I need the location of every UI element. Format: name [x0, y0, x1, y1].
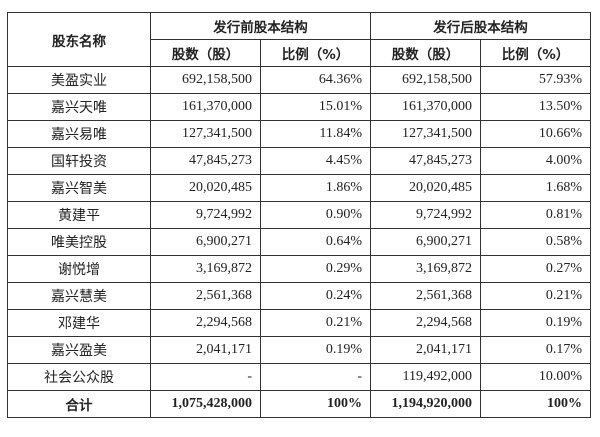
after-shares: 2,294,568: [370, 309, 481, 337]
shareholder-name: 美盈实业: [7, 66, 151, 94]
shareholder-name: 谢悦增: [7, 255, 151, 283]
before-shares: 127,341,500: [150, 120, 261, 148]
after-shares: 692,158,500: [370, 66, 481, 94]
after-shares: 47,845,273: [370, 147, 481, 175]
after-shares: 2,561,368: [370, 282, 481, 310]
after-ratio: 0.17%: [480, 336, 591, 364]
table-row: 谢悦增 3,169,872 0.29% 3,169,872 0.27%: [7, 255, 591, 283]
after-shares: 3,169,872: [370, 255, 481, 283]
after-ratio: 4.00%: [480, 147, 591, 175]
shareholder-name: 嘉兴易唯: [7, 120, 151, 148]
shareholder-name: 社会公众股: [7, 363, 151, 391]
table-row: 邓建华 2,294,568 0.21% 2,294,568 0.19%: [7, 309, 591, 337]
before-shares: 2,561,368: [150, 282, 261, 310]
before-shares: 2,294,568: [150, 309, 261, 337]
before-shares: 20,020,485: [150, 174, 261, 202]
header-shareholder: 股东名称: [7, 12, 151, 67]
after-ratio: 0.58%: [480, 228, 591, 256]
after-shares: 6,900,271: [370, 228, 481, 256]
after-ratio: 0.27%: [480, 255, 591, 283]
before-ratio: 0.19%: [260, 336, 371, 364]
table-row: 嘉兴天唯 161,370,000 15.01% 161,370,000 13.50%: [7, 93, 591, 121]
before-ratio: 4.45%: [260, 147, 371, 175]
header-after-shares: 股数（股）: [370, 39, 481, 67]
total-row: 合计 1,075,428,000 100% 1,194,920,000 100%: [7, 390, 591, 418]
header-row-2: 股数（股） 比例（%） 股数（股） 比例（%）: [8, 39, 591, 67]
after-ratio: 0.81%: [480, 201, 591, 229]
before-shares: 161,370,000: [150, 93, 261, 121]
header-before-issuance: 发行前股本结构: [150, 12, 371, 40]
shareholder-name: 邓建华: [7, 309, 151, 337]
total-after-ratio: 100%: [480, 390, 591, 418]
header-before-shares: 股数（股）: [150, 39, 261, 67]
shareholder-name: 嘉兴智美: [7, 174, 151, 202]
table-row: 国轩投资 47,845,273 4.45% 47,845,273 4.00%: [7, 147, 591, 175]
table-row: 嘉兴盈美 2,041,171 0.19% 2,041,171 0.17%: [7, 336, 591, 364]
total-label: 合计: [7, 390, 151, 418]
header-before-ratio: 比例（%）: [260, 39, 371, 67]
before-shares: 47,845,273: [150, 147, 261, 175]
table-row: 嘉兴易唯 127,341,500 11.84% 127,341,500 10.66%: [7, 120, 591, 148]
total-before-shares: 1,075,428,000: [150, 390, 261, 418]
before-ratio: 11.84%: [260, 120, 371, 148]
shareholder-name: 嘉兴盈美: [7, 336, 151, 364]
before-ratio: 0.29%: [260, 255, 371, 283]
after-shares: 9,724,992: [370, 201, 481, 229]
before-ratio: 64.36%: [260, 66, 371, 94]
after-shares: 127,341,500: [370, 120, 481, 148]
before-shares: -: [150, 363, 261, 391]
before-shares: 692,158,500: [150, 66, 261, 94]
before-ratio: 15.01%: [260, 93, 371, 121]
after-shares: 161,370,000: [370, 93, 481, 121]
shareholder-name: 黄建平: [7, 201, 151, 229]
before-shares: 3,169,872: [150, 255, 261, 283]
table-row: 美盈实业 692,158,500 64.36% 692,158,500 57.93%: [7, 66, 591, 94]
shareholder-name: 嘉兴慧美: [7, 282, 151, 310]
after-ratio: 0.21%: [480, 282, 591, 310]
after-ratio: 10.66%: [480, 120, 591, 148]
table-row: 黄建平 9,724,992 0.90% 9,724,992 0.81%: [7, 201, 591, 229]
shareholder-name: 唯美控股: [7, 228, 151, 256]
shareholder-name: 国轩投资: [7, 147, 151, 175]
table-row: 嘉兴慧美 2,561,368 0.24% 2,561,368 0.21%: [7, 282, 591, 310]
header-after-ratio: 比例（%）: [480, 39, 591, 67]
shareholder-name: 嘉兴天唯: [7, 93, 151, 121]
before-ratio: -: [260, 363, 371, 391]
after-shares: 20,020,485: [370, 174, 481, 202]
before-ratio: 1.86%: [260, 174, 371, 202]
table-row: 嘉兴智美 20,020,485 1.86% 20,020,485 1.68%: [7, 174, 591, 202]
before-shares: 9,724,992: [150, 201, 261, 229]
after-ratio: 0.19%: [480, 309, 591, 337]
after-ratio: 1.68%: [480, 174, 591, 202]
table-row: 社会公众股 - -119,492,000 10.00%: [7, 363, 591, 391]
header-after-issuance: 发行后股本结构: [370, 12, 591, 40]
before-ratio: 0.64%: [260, 228, 371, 256]
share-structure-table: 股东名称 发行前股本结构 发行后股本结构 股数（股） 比例（%） 股数（股） 比…: [7, 12, 591, 418]
after-ratio: 57.93%: [480, 66, 591, 94]
after-ratio: 10.00%: [480, 363, 591, 391]
header-row-1: 股东名称 发行前股本结构 发行后股本结构: [7, 12, 591, 67]
total-after-shares: 1,194,920,000: [370, 390, 481, 418]
after-ratio: 13.50%: [480, 93, 591, 121]
before-ratio: 0.24%: [260, 282, 371, 310]
table-row: 唯美控股 6,900,271 0.64% 6,900,271 0.58%: [7, 228, 591, 256]
before-ratio: 0.90%: [260, 201, 371, 229]
before-ratio: 0.21%: [260, 309, 371, 337]
before-shares: 6,900,271: [150, 228, 261, 256]
before-shares: 2,041,171: [150, 336, 261, 364]
after-shares: 119,492,000: [370, 363, 481, 391]
total-before-ratio: 100%: [260, 390, 371, 418]
after-shares: 2,041,171: [370, 336, 481, 364]
